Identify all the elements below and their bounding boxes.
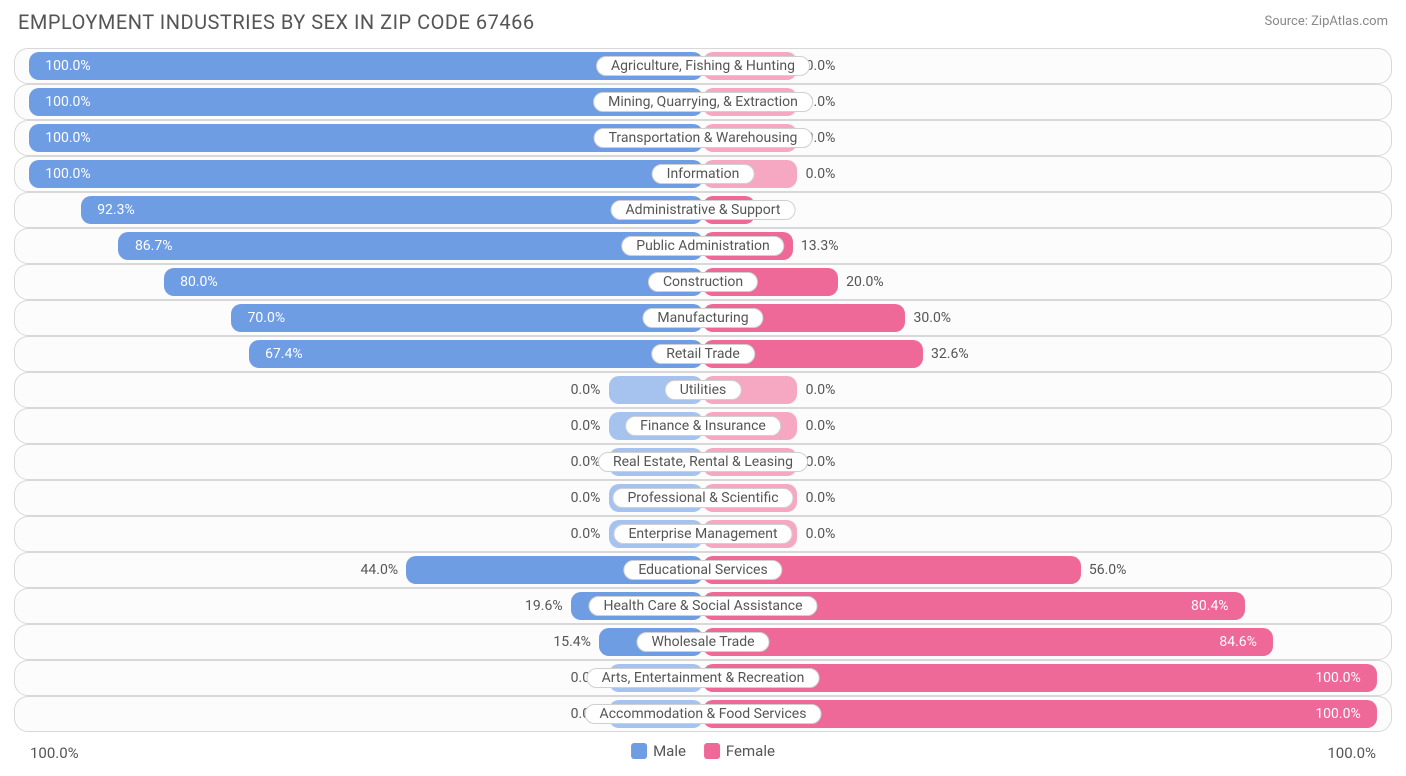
chart-row: 15.4% 84.6% Wholesale Trade	[14, 624, 1392, 660]
category-label: Enterprise Management	[613, 524, 792, 544]
category-label: Administrative & Support	[611, 200, 796, 220]
female-value-label: 20.0%	[846, 274, 884, 290]
male-bar	[249, 340, 703, 368]
category-label: Public Administration	[621, 236, 784, 256]
male-value-label: 0.0%	[571, 418, 601, 434]
male-bar	[118, 232, 703, 260]
legend: Male Female	[631, 742, 775, 760]
chart-row: 44.0% 56.0% Educational Services	[14, 552, 1392, 588]
category-label: Utilities	[665, 380, 742, 400]
category-label: Construction	[648, 272, 758, 292]
category-label: Accommodation & Food Services	[585, 704, 822, 724]
chart-row: 0.0% 0.0% Professional & Scientific	[14, 480, 1392, 516]
male-value-label: 67.4%	[265, 346, 303, 362]
chart-row: 92.3%7.7%Administrative & Support	[14, 192, 1392, 228]
male-value-label: 100.0%	[45, 58, 90, 74]
chart-row: 100.0% 0.0%Agriculture, Fishing & Hunting	[14, 48, 1392, 84]
male-value-label: 92.3%	[97, 202, 135, 218]
female-value-label: 0.0%	[806, 58, 836, 74]
chart-row: 0.0%100.0%Arts, Entertainment & Recreati…	[14, 660, 1392, 696]
category-label: Retail Trade	[651, 344, 755, 364]
female-bar	[703, 628, 1273, 656]
female-value-label: 56.0%	[1089, 562, 1127, 578]
chart-row: 0.0%100.0%Accommodation & Food Services	[14, 696, 1392, 732]
female-value-label: 100.0%	[1315, 706, 1360, 722]
male-value-label: 0.0%	[571, 526, 601, 542]
category-label: Arts, Entertainment & Recreation	[587, 668, 820, 688]
chart-row: 0.0% 0.0% Enterprise Management	[14, 516, 1392, 552]
chart-area: 100.0%0.0%Agriculture, Fishing & Hunting…	[14, 48, 1392, 734]
male-value-label: 0.0%	[571, 490, 601, 506]
chart-row: 0.0% 0.0% Finance & Insurance	[14, 408, 1392, 444]
category-label: Agriculture, Fishing & Hunting	[596, 56, 810, 76]
chart-title: EMPLOYMENT INDUSTRIES BY SEX IN ZIP CODE…	[18, 10, 535, 34]
female-value-label: 84.6%	[1219, 634, 1257, 650]
axis-left-label: 100.0%	[30, 744, 79, 762]
legend-item-male: Male	[631, 742, 686, 760]
chart-row: 100.0% 0.0% Information	[14, 156, 1392, 192]
female-value-label: 0.0%	[806, 490, 836, 506]
chart-row: 19.6% 80.4% Health Care & Social Assistanc…	[14, 588, 1392, 624]
female-value-label: 100.0%	[1315, 670, 1360, 686]
legend-female-label: Female	[726, 742, 775, 760]
male-value-label: 70.0%	[248, 310, 286, 326]
female-value-label: 0.0%	[806, 418, 836, 434]
category-label: Mining, Quarrying, & Extraction	[593, 92, 813, 112]
male-value-label: 86.7%	[135, 238, 173, 254]
chart-row: 70.0% 30.0% Manufacturing	[14, 300, 1392, 336]
male-value-label: 19.6%	[525, 598, 563, 614]
chart-row: 0.0% 0.0% Utilities	[14, 372, 1392, 408]
chart-row: 86.7% 13.3% Public Administration	[14, 228, 1392, 264]
source-attribution: Source: ZipAtlas.com	[1264, 14, 1388, 29]
female-value-label: 0.0%	[806, 454, 836, 470]
female-value-label: 13.3%	[801, 238, 839, 254]
chart-row: 80.0% 20.0% Construction	[14, 264, 1392, 300]
category-label: Manufacturing	[642, 308, 763, 328]
male-bar	[164, 268, 703, 296]
male-value-label: 0.0%	[571, 454, 601, 470]
axis-right-label: 100.0%	[1327, 744, 1376, 762]
male-value-label: 15.4%	[553, 634, 591, 650]
female-value-label: 0.0%	[806, 166, 836, 182]
male-swatch	[631, 743, 647, 759]
male-bar	[29, 160, 703, 188]
legend-male-label: Male	[653, 742, 686, 760]
female-value-label: 30.0%	[914, 310, 952, 326]
male-bar	[231, 304, 703, 332]
chart-row: 100.0%0.0%Transportation & Warehousing	[14, 120, 1392, 156]
female-value-label: 80.4%	[1191, 598, 1229, 614]
category-label: Health Care & Social Assistance	[588, 596, 817, 616]
male-value-label: 100.0%	[45, 166, 90, 182]
female-swatch	[704, 743, 720, 759]
chart-row: 67.4% 32.6% Retail Trade	[14, 336, 1392, 372]
chart-row: 100.0%0.0%Mining, Quarrying, & Extractio…	[14, 84, 1392, 120]
male-value-label: 44.0%	[361, 562, 399, 578]
category-label: Professional & Scientific	[612, 488, 793, 508]
category-label: Transportation & Warehousing	[594, 128, 813, 148]
category-label: Finance & Insurance	[625, 416, 781, 436]
male-value-label: 100.0%	[45, 130, 90, 146]
legend-item-female: Female	[704, 742, 775, 760]
male-value-label: 0.0%	[571, 382, 601, 398]
female-value-label: 0.0%	[806, 526, 836, 542]
category-label: Real Estate, Rental & Leasing	[598, 452, 808, 472]
male-value-label: 80.0%	[180, 274, 218, 290]
category-label: Information	[652, 164, 755, 184]
category-label: Educational Services	[623, 560, 782, 580]
chart-row: 0.0% 0.0%Real Estate, Rental & Leasing	[14, 444, 1392, 480]
category-label: Wholesale Trade	[636, 632, 769, 652]
male-value-label: 100.0%	[45, 94, 90, 110]
chart-footer: 100.0% Male Female 100.0%	[14, 740, 1392, 768]
female-value-label: 32.6%	[931, 346, 969, 362]
female-value-label: 0.0%	[806, 382, 836, 398]
